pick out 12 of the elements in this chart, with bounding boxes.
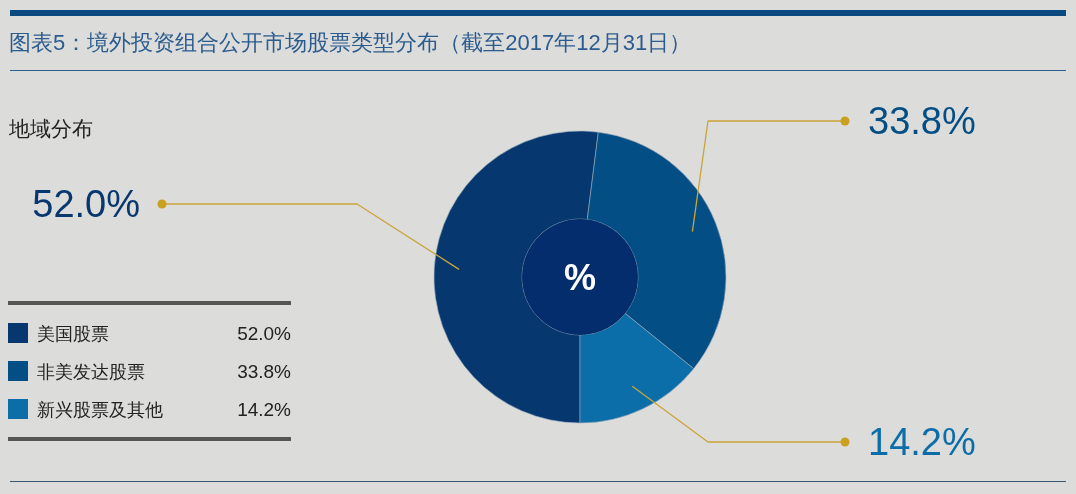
legend-label: 美国股票 — [37, 324, 109, 344]
text: 52.0% — [237, 323, 291, 344]
chart-title: 图表5：境外投资组合公开市场股票类型分布（截至2017年12月31日） — [9, 30, 692, 55]
text: 33.8% — [237, 361, 291, 382]
data-label: 14.2% — [868, 421, 976, 463]
data-label: 33.8% — [868, 100, 976, 142]
legend-label: 非美发达股票 — [37, 362, 145, 382]
text: 地域分布 — [8, 117, 93, 140]
text: 14.2% — [237, 399, 291, 420]
data-label: 52.0% — [32, 183, 140, 225]
text: % — [563, 257, 597, 298]
legend-label: 新兴股票及其他 — [37, 400, 163, 420]
